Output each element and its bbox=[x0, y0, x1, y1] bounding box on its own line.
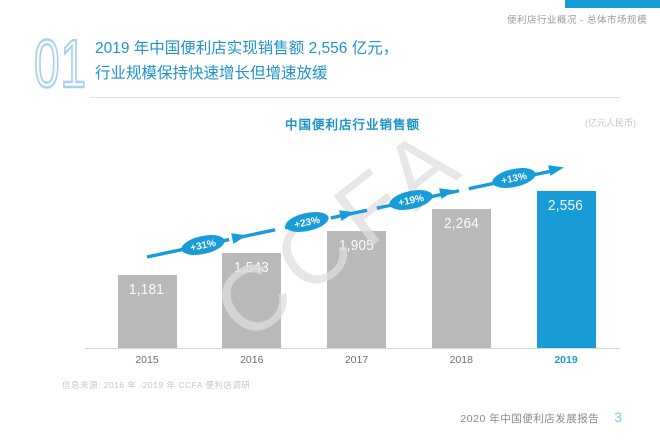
bar-2017: 1,905 bbox=[327, 231, 386, 348]
axis-label-2016: 2016 bbox=[240, 354, 264, 366]
bar-2018: 2,264 bbox=[431, 209, 491, 348]
axis-label-2015: 2015 bbox=[135, 354, 159, 366]
header-accent-bar bbox=[565, 0, 660, 8]
axis-label-2017: 2017 bbox=[344, 354, 369, 366]
arrowhead-icon bbox=[548, 165, 564, 176]
growth-badge: +23% bbox=[285, 212, 329, 232]
report-footer-title: 2020 年中国便利店发展报告 bbox=[460, 413, 600, 425]
arrowhead-icon bbox=[231, 233, 247, 244]
growth-badge: +19% bbox=[389, 190, 433, 210]
footer: 2020 年中国便利店发展报告 3 bbox=[460, 409, 622, 426]
growth-badge: +31% bbox=[181, 235, 225, 255]
growth-badge-label: +31% bbox=[189, 238, 217, 254]
bar-2015: 1,181 bbox=[117, 275, 177, 348]
axis-label-2018: 2018 bbox=[449, 354, 473, 366]
growth-badge-label: +23% bbox=[293, 215, 321, 231]
source-note: 信息来源: 2016 年 -2019 年 CCFA 便利店调研 bbox=[62, 380, 251, 390]
title-divider bbox=[90, 97, 620, 98]
bar-value-label: 1,543 bbox=[234, 259, 270, 276]
axis-label-2019: 2019 bbox=[554, 354, 578, 366]
bar-value-label: 1,181 bbox=[129, 281, 165, 298]
bar-2016: 1,543 bbox=[222, 253, 282, 348]
slide-title-line1: 2019 年中国便利店实现销售额 2,556 亿元， bbox=[95, 40, 399, 57]
arrowhead-icon bbox=[339, 210, 355, 221]
growth-badge-label: +13% bbox=[500, 171, 528, 187]
bar-2019: 2,556 bbox=[536, 191, 596, 348]
growth-badge-label: +19% bbox=[397, 193, 425, 209]
page-number: 3 bbox=[614, 409, 622, 425]
x-axis-line bbox=[85, 348, 620, 349]
bar-value-label: 2,264 bbox=[443, 215, 479, 232]
chart-unit-label: (亿元人民币) bbox=[585, 118, 636, 128]
slide-number: 01 bbox=[33, 26, 87, 102]
slide-title: 2019 年中国便利店实现销售额 2,556 亿元， 行业规模保持快速增长但增速… bbox=[95, 36, 398, 86]
section-header-label: 便利店行业概况 - 总体市场规模 bbox=[507, 15, 647, 26]
arrowhead-icon bbox=[439, 188, 455, 199]
bar-value-label: 1,905 bbox=[338, 237, 375, 254]
slide-title-line2: 行业规模保持快速增长但增速放缓 bbox=[95, 65, 328, 82]
chart-title: 中国便利店行业销售额 bbox=[284, 118, 420, 132]
bar-value-label: 2,556 bbox=[548, 197, 584, 214]
growth-badge: +13% bbox=[492, 168, 536, 188]
